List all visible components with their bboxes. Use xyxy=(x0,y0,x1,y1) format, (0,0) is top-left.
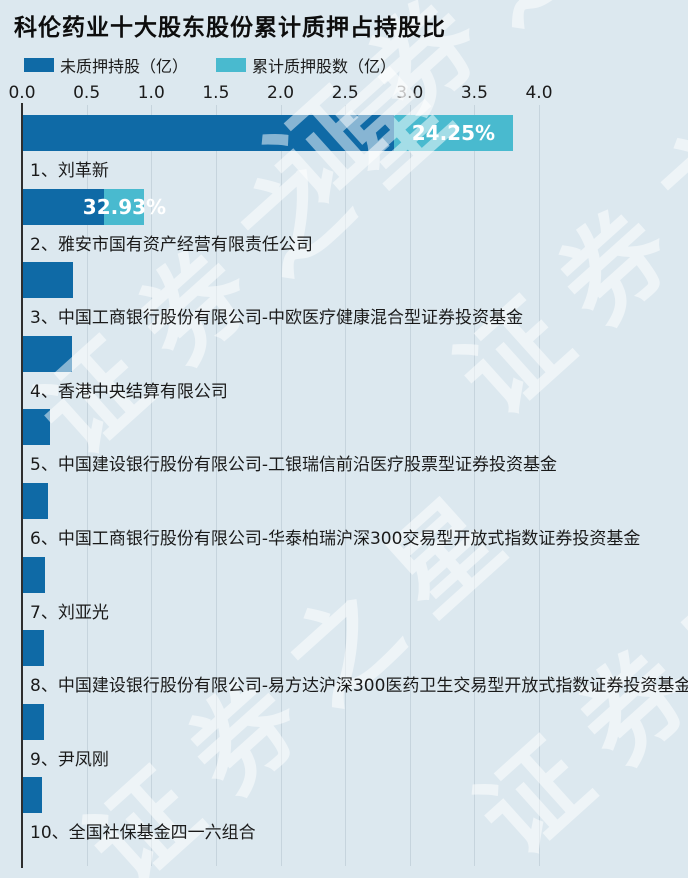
gridline xyxy=(280,105,282,866)
unpledged-bar-segment xyxy=(23,188,105,225)
bar-row: 24.25% xyxy=(23,115,513,151)
bar-row xyxy=(23,630,44,667)
watermark-text: 证券之星 xyxy=(434,0,688,439)
x-tick-label: 3.0 xyxy=(396,83,424,103)
legend-item-pledged: 累计质押股数（亿） xyxy=(216,53,396,77)
bar-row xyxy=(23,703,44,740)
x-tick-label: 0.5 xyxy=(73,83,101,103)
unpledged-bar-segment xyxy=(23,115,394,151)
bar-row xyxy=(23,777,43,814)
gridline xyxy=(215,105,217,866)
bar-row xyxy=(23,556,45,593)
x-tick-label: 4.0 xyxy=(525,83,553,103)
shareholder-name-label: 7、刘亚光 xyxy=(30,602,109,623)
shareholder-name-label: 1、刘革新 xyxy=(30,161,109,181)
gridline xyxy=(539,105,540,866)
bar-row xyxy=(23,409,51,446)
shareholder-name-label: 9、尹凤刚 xyxy=(30,749,109,770)
unpledged-bar-segment xyxy=(23,630,44,667)
pledged-bar-segment xyxy=(104,188,145,225)
legend: 未质押持股（亿） 累计质押股数（亿） xyxy=(24,53,396,77)
unpledged-bar-segment xyxy=(23,483,48,519)
x-tick-label: 0.0 xyxy=(8,83,36,103)
x-tick-label: 2.5 xyxy=(331,83,359,103)
shareholder-name-label: 6、中国工商银行股份有限公司-华泰柏瑞沪深300交易型开放式指数证券投资基金 xyxy=(30,529,641,549)
unpledged-bar-segment xyxy=(23,777,43,814)
unpledged-bar-segment xyxy=(23,335,73,372)
x-tick-label: 1.5 xyxy=(202,83,230,103)
gridline xyxy=(151,105,153,866)
shareholder-name-label: 2、雅安市国有资产经营有限责任公司 xyxy=(30,234,313,255)
gridline xyxy=(409,105,411,866)
bar-row xyxy=(23,262,74,299)
pledge-ratio-label: 32.93% xyxy=(82,194,167,219)
unpledged-bar-segment xyxy=(23,409,51,446)
legend-label-pledged: 累计质押股数（亿） xyxy=(252,57,397,76)
x-tick-label: 2.0 xyxy=(266,83,295,103)
gridline xyxy=(474,105,476,866)
gridline xyxy=(86,105,88,866)
bar-row xyxy=(23,483,48,519)
watermark-text: 证券之星 xyxy=(64,456,548,878)
legend-label-unpledged: 未质押持股（亿） xyxy=(60,57,189,76)
shareholder-name-label: 10、全国社保基金四一六组合 xyxy=(30,823,256,844)
pledge-ratio-label: 24.25% xyxy=(411,121,496,145)
unpledged-swatch-icon xyxy=(24,58,54,72)
x-tick-label: 1.0 xyxy=(137,83,165,103)
shareholder-name-label: 4、香港中央结算有限公司 xyxy=(30,381,228,402)
legend-item-unpledged: 未质押持股（亿） xyxy=(24,53,188,77)
shareholder-name-label: 8、中国建设银行股份有限公司-易方达沪深300医药卫生交易型开放式指数证券投资基… xyxy=(30,676,688,697)
shareholder-name-label: 3、中国工商银行股份有限公司-中欧医疗健康混合型证券投资基金 xyxy=(30,308,523,329)
bar-row xyxy=(23,335,73,372)
chart-title: 科伦药业十大股东股份累计质押占持股比 xyxy=(14,15,446,41)
pledged-bar-segment xyxy=(393,115,513,151)
y-axis-line xyxy=(21,103,23,868)
unpledged-bar-segment xyxy=(23,703,44,740)
watermark-text: 证券之星 xyxy=(454,426,688,878)
unpledged-bar-segment xyxy=(23,262,74,299)
shareholder-name-label: 5、中国建设银行股份有限公司-工银瑞信前沿医疗股票型证券投资基金 xyxy=(30,455,557,476)
pledged-swatch-icon xyxy=(216,58,247,72)
bar-row: 32.93% xyxy=(23,188,166,225)
gridline xyxy=(345,105,347,866)
x-tick-label: 3.5 xyxy=(460,83,488,103)
unpledged-bar-segment xyxy=(23,556,45,593)
